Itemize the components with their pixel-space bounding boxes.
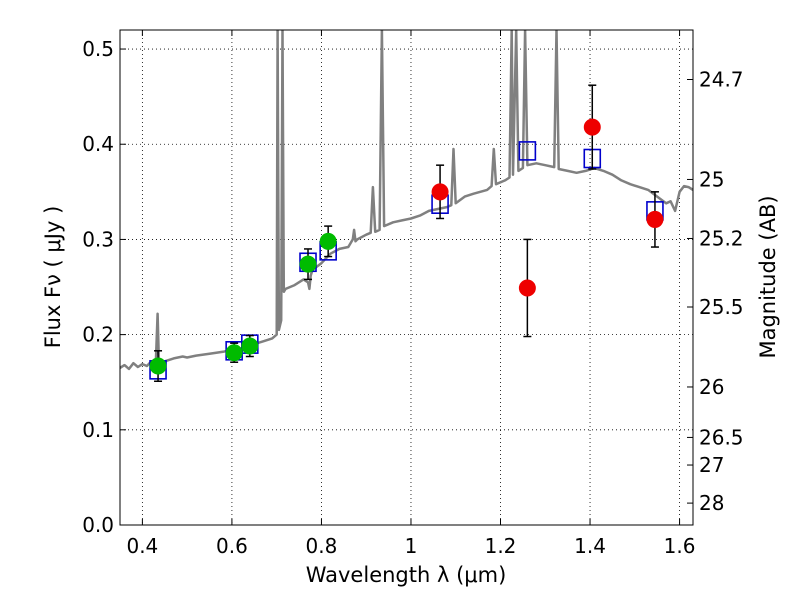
y-tick-label: 0.4 <box>82 132 114 156</box>
photometry-point <box>319 232 337 250</box>
plot-background <box>120 30 693 525</box>
photometry-point <box>518 279 536 297</box>
photometry-point <box>149 357 167 375</box>
x-tick-label: 0.6 <box>216 534 248 558</box>
mag-tick-label: 25 <box>699 167 724 191</box>
x-tick-label: 0.8 <box>306 534 338 558</box>
photometry-point <box>583 118 601 136</box>
y-tick-label: 0.1 <box>82 418 114 442</box>
photometry-point <box>225 344 243 362</box>
y-tick-label: 0.3 <box>82 227 114 251</box>
model-square-marker <box>518 141 537 161</box>
photometry-markers <box>149 84 664 383</box>
mag-tick-label: 24.7 <box>699 68 744 92</box>
x-tick-label: 1.6 <box>664 534 696 558</box>
grid-lines <box>120 30 693 526</box>
photometry-point <box>646 210 664 228</box>
y-tick-label: 0.2 <box>82 323 114 347</box>
mag-tick-label: 25.5 <box>699 295 744 319</box>
axis-ticks: 0.4 0.6 0.8 1 1.2 1.4 1.6 0.0 0.1 0.2 0.3 0.4 0.5 24.… <box>82 30 744 558</box>
x-tick-label: 0.4 <box>126 534 158 558</box>
photometry-point <box>241 337 259 355</box>
x-tick-label: 1.4 <box>574 534 606 558</box>
photometry-point <box>299 255 317 273</box>
spectrum-line <box>120 30 693 371</box>
mag-tick-label: 26.5 <box>699 425 744 449</box>
mag-tick-label: 27 <box>699 453 724 477</box>
plot-frame <box>119 29 694 526</box>
x-axis-label: Wavelength λ (μm) <box>306 563 507 587</box>
x-tick-label: 1 <box>405 534 418 558</box>
mag-tick-label: 28 <box>699 491 724 515</box>
template-spectrum <box>120 30 693 371</box>
mag-tick-label: 25.2 <box>699 226 744 250</box>
y-tick-label: 0.0 <box>82 513 114 537</box>
y-tick-label: 0.5 <box>82 37 114 61</box>
x-tick-label: 1.2 <box>485 534 517 558</box>
y-axis-label: Flux Fν ( μJy ) <box>41 206 65 349</box>
photometry-point <box>431 183 449 201</box>
mag-tick-label: 26 <box>699 375 724 399</box>
y-axis-right-label: Magnitude (AB) <box>756 195 780 358</box>
